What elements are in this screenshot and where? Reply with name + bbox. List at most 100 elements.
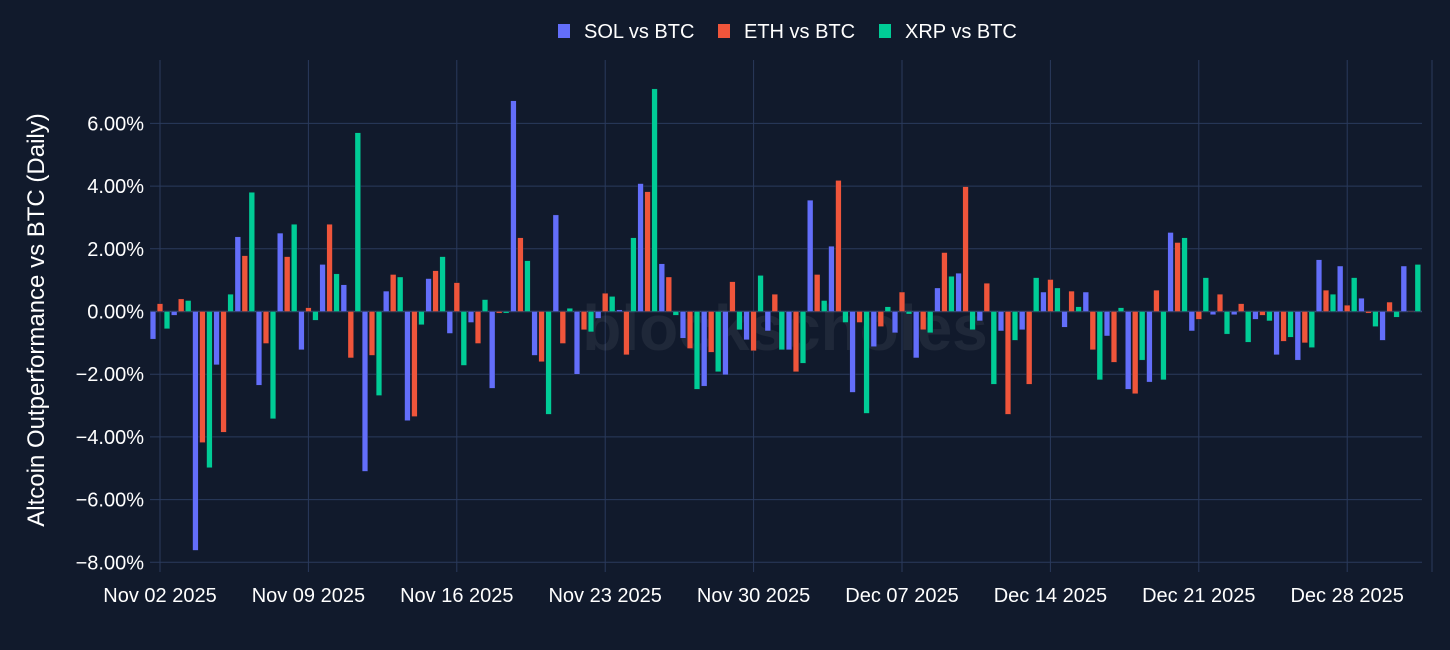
bar-xrp [376,311,382,396]
bar-xrp [842,311,849,323]
bar-sol [1125,311,1132,390]
bar-sol [1400,265,1407,312]
bar-xrp [1414,264,1421,312]
bar-sol [1358,298,1365,312]
bar-sol [743,311,750,340]
bar-xrp [651,88,658,312]
bar-sol [383,290,390,312]
bar-eth [814,274,821,312]
bar-xrp [418,311,425,325]
bar-eth [941,252,948,312]
y-tick-label: 0.00% [87,302,144,324]
bar-eth [856,311,863,323]
bar-xrp [821,300,828,312]
bar-xrp [1308,311,1315,348]
bar-xrp [1160,311,1167,380]
bar-eth [326,224,333,312]
bar-xrp [206,311,213,468]
bar-eth [920,311,927,330]
y-tick-label: 4.00% [87,176,144,198]
bar-xrp [503,311,510,314]
x-axis-ticks: Nov 02 2025 Nov 09 2025 Nov 16 2025 Nov 23 … [103,585,1404,607]
bar-xrp [270,311,276,419]
bar-eth [1111,311,1117,363]
x-tick-label: Nov 09 2025 [252,585,365,607]
bar-xrp [694,311,700,390]
bar-xrp [1118,307,1124,312]
x-tick-label: Nov 23 2025 [548,585,661,607]
bar-eth [199,311,206,443]
bar-xrp [800,311,806,364]
bar-sol [998,311,1004,332]
bar-eth [411,311,418,417]
bar-eth [1386,301,1393,312]
bar-eth [665,276,672,312]
bar-eth [793,311,799,372]
bar-xrp [990,311,997,385]
bar-sol [574,311,580,375]
bar-xrp [185,300,192,312]
legend-label-xrp[interactable]: XRP vs BTC [905,21,1017,43]
y-tick-label: −2.00% [76,364,145,386]
legend-swatch-sol[interactable] [558,24,570,38]
bar-eth [835,180,842,312]
legend-label-sol[interactable]: SOL vs BTC [584,21,694,43]
bar-eth [1280,311,1287,342]
bar-xrp [672,311,679,316]
legend-swatch-eth[interactable] [718,24,730,38]
bar-sol [1188,311,1195,332]
bar-sol [362,311,368,472]
bar-eth [1026,311,1033,385]
bar-xrp [333,273,340,312]
bar-eth [284,256,291,312]
bar-eth [1301,311,1308,344]
bar-sol [1316,259,1322,312]
bar-xrp [545,311,552,415]
x-tick-label: Dec 28 2025 [1290,585,1403,607]
bar-xrp [630,237,637,312]
bar-sol [425,278,432,312]
gridlines [150,60,1433,572]
bar-sol [298,311,305,350]
y-axis-title: Altcoin Outperformance vs BTC (Daily) [23,113,50,526]
bar-eth [1407,311,1414,313]
bar-sol [531,311,538,356]
bars-group [150,88,1421,551]
bar-xrp [524,260,531,312]
bar-xrp [1012,311,1018,341]
bar-sol [764,311,771,332]
legend-label-eth[interactable]: ETH vs BTC [744,21,855,43]
legend-swatch-xrp[interactable] [879,24,891,38]
bar-sol [1379,311,1386,341]
bar-xrp [1224,311,1230,335]
bar-eth [1238,303,1245,312]
bar-sol [701,311,708,387]
y-tick-label: −6.00% [76,490,145,512]
bar-xrp [1393,311,1400,318]
bar-sol [955,273,962,312]
bar-sol [213,311,220,365]
bar-eth [1068,290,1075,312]
bar-eth [369,311,375,356]
bar-eth [1174,242,1181,312]
bar-sol [616,309,623,312]
bar-xrp [1075,306,1082,312]
bar-eth [1089,311,1096,350]
bar-eth [517,237,524,312]
bar-eth [602,293,609,312]
bar-sol [786,311,792,350]
bar-xrp [1181,237,1188,312]
bar-xrp [566,308,573,312]
bar-xrp [884,306,891,312]
bar-sol [1337,265,1344,312]
bar-sol [446,311,453,334]
bar-sol [510,100,517,312]
x-tick-label: Dec 07 2025 [845,585,958,607]
bar-eth [390,274,397,312]
x-tick-label: Nov 02 2025 [103,585,216,607]
bar-eth [877,311,884,327]
bar-eth [623,311,630,355]
bar-sol [319,264,326,312]
bar-sol [680,311,686,339]
bar-eth [1259,311,1266,316]
